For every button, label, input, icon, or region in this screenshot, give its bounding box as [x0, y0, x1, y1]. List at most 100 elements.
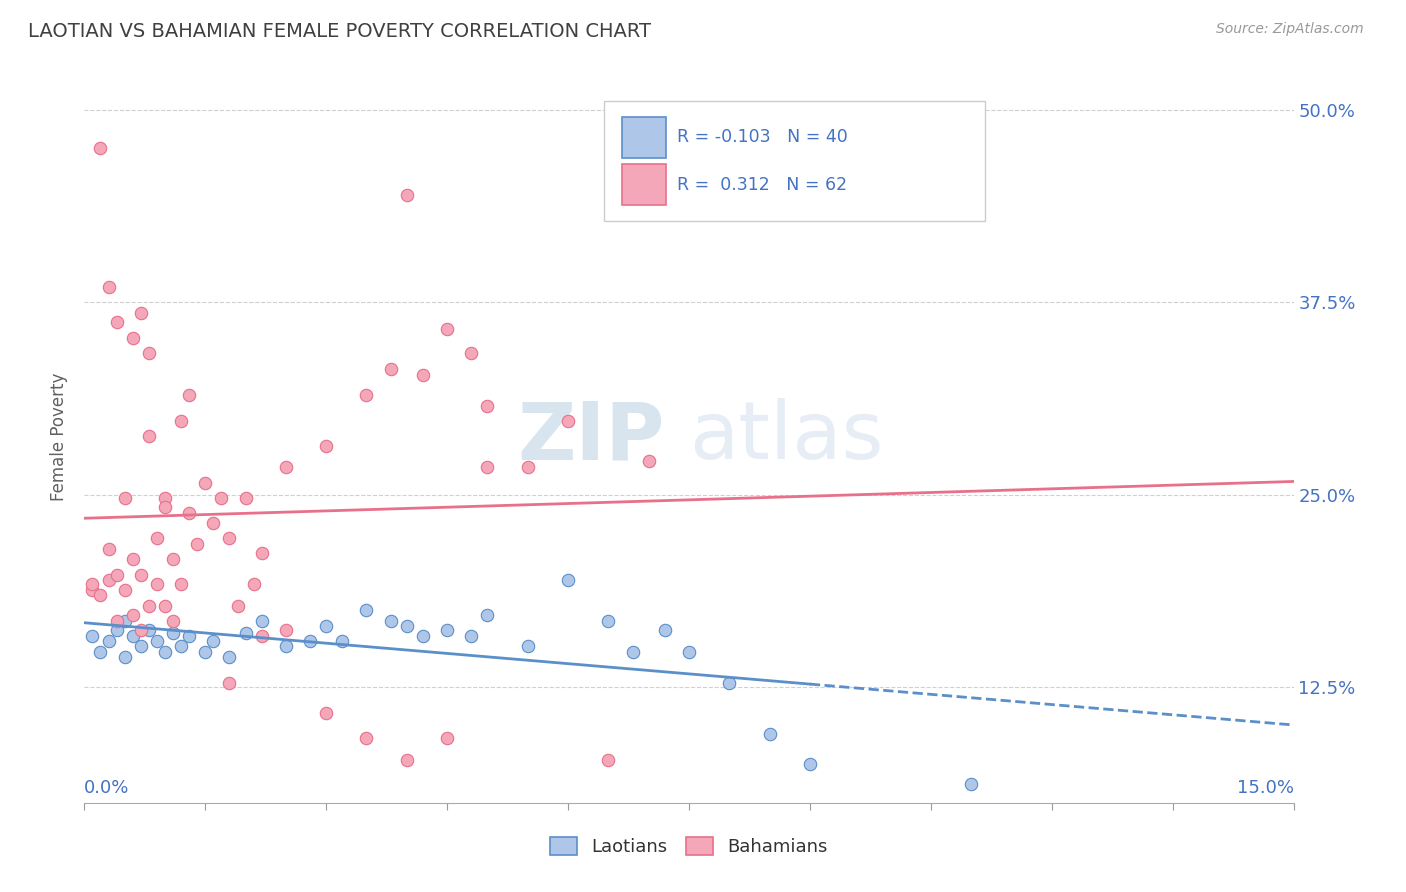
Point	[218, 531, 240, 545]
Point	[678, 645, 700, 659]
Text: ZIP: ZIP	[517, 398, 665, 476]
Point	[274, 624, 297, 638]
Point	[758, 726, 780, 740]
Point	[654, 624, 676, 638]
Text: 0.0%: 0.0%	[84, 780, 129, 797]
Point	[105, 614, 128, 628]
Point	[235, 626, 257, 640]
Point	[97, 541, 120, 556]
Point	[436, 321, 458, 335]
Point	[153, 491, 176, 505]
Point	[105, 315, 128, 329]
Point	[82, 577, 104, 591]
Point	[194, 645, 217, 659]
Point	[162, 614, 184, 628]
Point	[598, 753, 620, 767]
Point	[194, 475, 217, 490]
Point	[226, 599, 249, 613]
Point	[162, 552, 184, 566]
Point	[356, 388, 378, 402]
Point	[170, 639, 193, 653]
Point	[299, 634, 322, 648]
Point	[799, 757, 821, 772]
Point	[138, 346, 160, 360]
Point	[274, 639, 297, 653]
Point	[170, 577, 193, 591]
Point	[218, 649, 240, 664]
Point	[356, 603, 378, 617]
Point	[82, 630, 104, 644]
Point	[460, 346, 482, 360]
Point	[121, 607, 143, 622]
Point	[960, 777, 983, 791]
Point	[330, 634, 353, 648]
Point	[250, 630, 273, 644]
Point	[637, 454, 659, 468]
Point	[557, 414, 579, 428]
Point	[274, 460, 297, 475]
Point	[97, 573, 120, 587]
Point	[138, 429, 160, 443]
Point	[202, 516, 225, 530]
Point	[114, 649, 136, 664]
Point	[153, 500, 176, 515]
Point	[202, 634, 225, 648]
Point	[186, 537, 208, 551]
Point	[250, 614, 273, 628]
Point	[718, 675, 741, 690]
Point	[89, 645, 111, 659]
Point	[477, 460, 499, 475]
Point	[436, 624, 458, 638]
Point	[129, 624, 152, 638]
Point	[242, 577, 264, 591]
Point	[121, 552, 143, 566]
FancyBboxPatch shape	[623, 117, 666, 158]
Point	[138, 624, 160, 638]
Point	[477, 607, 499, 622]
Text: atlas: atlas	[689, 398, 883, 476]
Point	[380, 361, 402, 376]
Point	[477, 399, 499, 413]
Point	[315, 618, 337, 632]
Text: LAOTIAN VS BAHAMIAN FEMALE POVERTY CORRELATION CHART: LAOTIAN VS BAHAMIAN FEMALE POVERTY CORRE…	[28, 22, 651, 41]
Point	[114, 491, 136, 505]
Point	[153, 599, 176, 613]
Point	[129, 568, 152, 582]
Point	[89, 588, 111, 602]
Point	[138, 599, 160, 613]
Point	[380, 614, 402, 628]
Text: R = -0.103   N = 40: R = -0.103 N = 40	[676, 128, 848, 146]
Point	[516, 460, 538, 475]
Point	[315, 706, 337, 721]
Point	[436, 731, 458, 745]
Point	[114, 583, 136, 598]
Point	[97, 634, 120, 648]
Point	[250, 546, 273, 560]
Point	[170, 414, 193, 428]
Text: 15.0%: 15.0%	[1236, 780, 1294, 797]
Point	[121, 331, 143, 345]
Point	[97, 280, 120, 294]
Point	[356, 731, 378, 745]
Point	[82, 583, 104, 598]
Point	[146, 577, 169, 591]
Point	[89, 141, 111, 155]
Point	[129, 639, 152, 653]
Point	[598, 614, 620, 628]
Point	[179, 506, 201, 520]
Point	[235, 491, 257, 505]
Y-axis label: Female Poverty: Female Poverty	[51, 373, 69, 501]
Point	[460, 630, 482, 644]
Point	[315, 438, 337, 452]
Point	[395, 187, 418, 202]
Point	[179, 388, 201, 402]
Point	[105, 624, 128, 638]
Point	[121, 630, 143, 644]
Point	[114, 614, 136, 628]
Point	[516, 639, 538, 653]
Point	[395, 618, 418, 632]
Point	[179, 630, 201, 644]
Point	[105, 568, 128, 582]
Point	[218, 675, 240, 690]
FancyBboxPatch shape	[623, 164, 666, 205]
